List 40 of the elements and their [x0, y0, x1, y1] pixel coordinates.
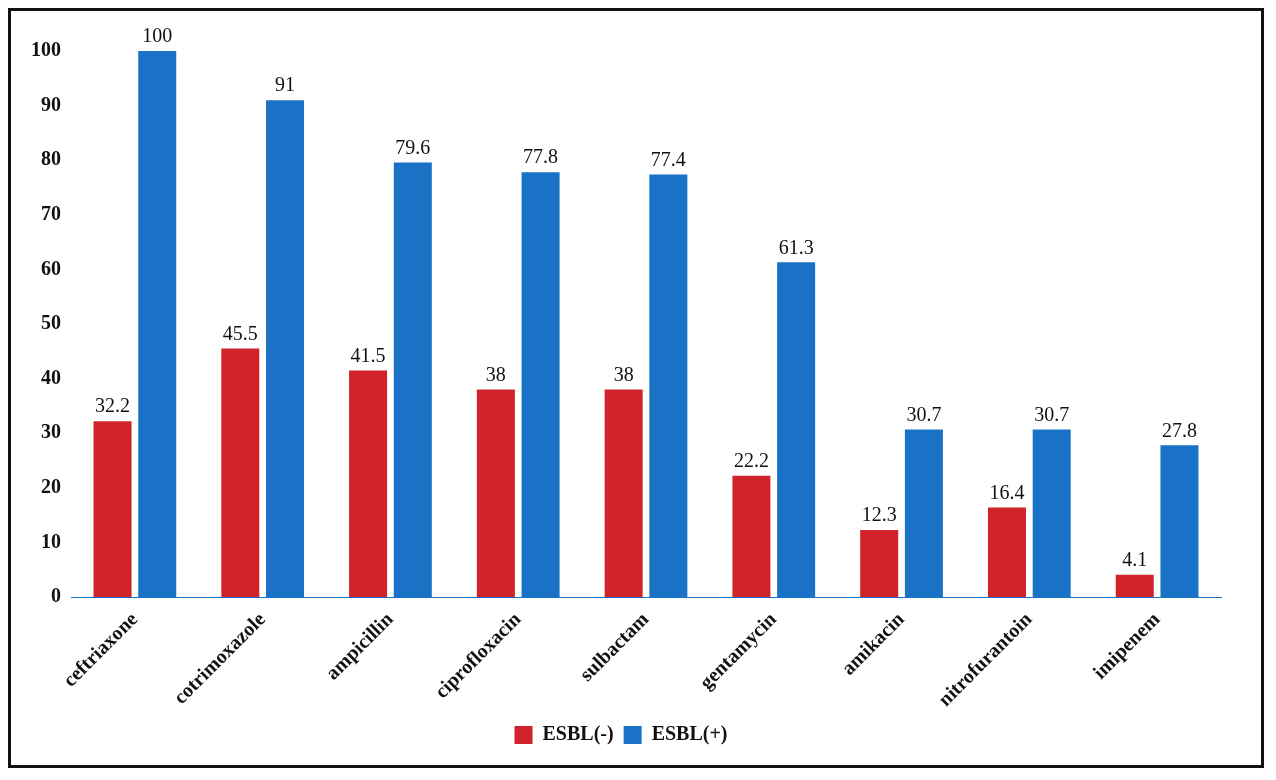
bar [93, 421, 132, 598]
data-label: 12.3 [861, 503, 897, 526]
legend-label: ESBL(-) [542, 722, 614, 746]
y-tick-label: 50 [41, 311, 61, 334]
data-label: 79.6 [395, 135, 431, 158]
y-tick-label: 10 [41, 529, 61, 552]
y-tick-label: 0 [51, 584, 61, 607]
data-label: 22.2 [733, 449, 769, 472]
data-label: 4.1 [1122, 547, 1148, 570]
data-label: 77.8 [523, 145, 559, 168]
y-tick-label: 100 [31, 38, 61, 61]
data-label: 30.7 [906, 402, 942, 425]
y-tick-label: 40 [41, 365, 61, 388]
bar [860, 529, 899, 598]
bar [349, 370, 388, 598]
data-label: 38 [485, 362, 506, 385]
data-label: 91 [275, 73, 296, 96]
data-label: 41.5 [350, 343, 386, 366]
data-label: 45.5 [222, 321, 258, 344]
bar [732, 475, 771, 598]
data-label: 30.7 [1034, 402, 1070, 425]
y-tick-label: 60 [41, 256, 61, 279]
data-label: 100 [142, 24, 173, 47]
y-tick-label: 90 [41, 92, 61, 115]
bar [1115, 574, 1154, 598]
y-tick-label: 20 [41, 475, 61, 498]
data-label: 27.8 [1161, 418, 1197, 441]
bar [987, 507, 1026, 598]
bar [221, 348, 260, 598]
y-tick-label: 70 [41, 201, 61, 224]
y-tick-label: 30 [41, 420, 61, 443]
data-label: 32.2 [95, 394, 131, 417]
y-tick-label: 80 [41, 147, 61, 170]
data-label: 38 [613, 362, 634, 385]
data-label: 61.3 [778, 235, 814, 258]
data-label: 77.4 [650, 147, 686, 170]
bar [476, 389, 515, 598]
data-label: 16.4 [989, 480, 1025, 503]
bar [604, 389, 643, 598]
legend-label: ESBL(+) [651, 722, 728, 746]
